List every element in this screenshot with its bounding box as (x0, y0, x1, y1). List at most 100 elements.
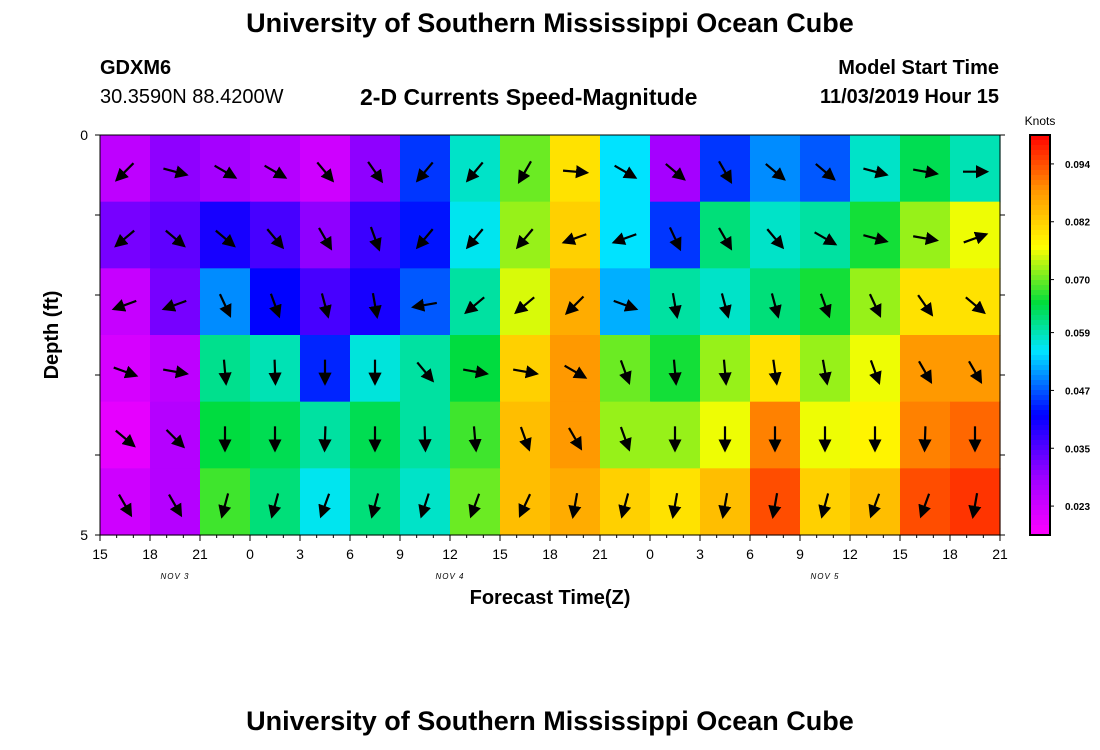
colorbar-band (1030, 410, 1050, 416)
current-arrow (564, 364, 588, 379)
colorbar-band (1030, 465, 1050, 471)
colorbar-band (1030, 320, 1050, 326)
colorbar-band (1030, 145, 1050, 151)
x-tick-label: 21 (992, 546, 1008, 562)
colorbar-frame (1029, 134, 1051, 536)
heatmap-cell (150, 268, 201, 336)
current-arrow (968, 360, 983, 384)
colorbar-band (1030, 490, 1050, 496)
heatmap-cell (150, 135, 201, 203)
heatmap-cell (450, 135, 501, 203)
current-arrow (863, 165, 889, 179)
y-tick-label: 5 (80, 527, 88, 543)
current-arrow (718, 492, 732, 519)
x-tick-label: 18 (942, 546, 958, 562)
current-arrow (561, 232, 587, 245)
colorbar-band (1030, 235, 1050, 241)
colorbar-band (1030, 160, 1050, 166)
current-arrow (465, 161, 484, 183)
current-arrow (668, 492, 682, 519)
current-arrow (162, 365, 189, 379)
colorbar-band (1030, 485, 1050, 491)
current-arrow (815, 163, 836, 181)
current-arrow (268, 493, 282, 519)
current-arrow (318, 426, 332, 453)
current-arrow (462, 365, 489, 379)
model-start-label: Model Start Time (838, 57, 999, 79)
colorbar-band (1030, 220, 1050, 226)
current-arrow (514, 296, 535, 315)
current-arrow (917, 294, 934, 317)
current-arrow (464, 296, 485, 315)
current-arrow (161, 299, 187, 312)
colorbar-band (1030, 285, 1050, 291)
current-arrow (519, 426, 532, 452)
current-arrow (518, 493, 532, 518)
heatmap-cell (500, 401, 551, 469)
main-title: University of Southern Mississippi Ocean… (246, 8, 854, 38)
colorbar-band (1030, 175, 1050, 181)
heatmap-cell (250, 268, 301, 336)
heatmap-cell (950, 201, 1001, 269)
date-label: NOV 5 (810, 572, 839, 581)
heatmap-cell (800, 135, 851, 203)
colorbar-band (1030, 135, 1050, 141)
current-arrow (465, 228, 484, 250)
x-tick-label: 12 (442, 546, 458, 562)
heatmap-cell (500, 201, 551, 269)
colorbar-band (1030, 400, 1050, 406)
current-arrow (668, 292, 682, 319)
current-arrow (415, 161, 434, 183)
heatmap-cell (550, 201, 601, 269)
heatmap-cell (850, 335, 901, 403)
colorbar-band (1030, 505, 1050, 511)
current-arrow (768, 492, 782, 519)
heatmap-cell (550, 401, 601, 469)
current-arrow (118, 494, 133, 518)
x-axis: 15 18 21 0 3 6 9 12 15 18 21 0 3 6 9 12 15 18 21 NOV 3 NOV 4… (92, 535, 1008, 581)
colorbar-band (1030, 205, 1050, 211)
colorbar-band (1030, 375, 1050, 381)
y-tick-label: 0 (80, 127, 88, 143)
current-arrow (614, 164, 638, 179)
current-arrow (215, 229, 236, 248)
current-arrow (515, 228, 534, 250)
station-coordinates: 30.3590N 88.4200W (100, 86, 284, 108)
colorbar-band (1030, 500, 1050, 506)
colorbar-tick-label: 0.035 (1065, 444, 1090, 455)
x-tick-label: 9 (396, 546, 404, 562)
colorbar-unit-label: Knots (1025, 114, 1056, 128)
current-arrow (165, 429, 186, 449)
heatmap-cell (100, 401, 151, 469)
x-tick-label: 6 (746, 546, 754, 562)
current-arrow (818, 359, 832, 386)
current-arrow (918, 426, 932, 453)
heatmap-cell (450, 268, 501, 336)
heatmap-cell (150, 468, 201, 536)
heatmap-cell (250, 135, 301, 203)
colorbar-band (1030, 455, 1050, 461)
heatmap-cell (150, 401, 201, 469)
colorbar-band (1030, 475, 1050, 481)
heatmap-cell (450, 335, 501, 403)
heatmap-cell (150, 335, 201, 403)
current-arrow (611, 232, 637, 245)
heatmap-cell (100, 468, 151, 536)
colorbar-band (1030, 425, 1050, 431)
current-arrow (568, 427, 583, 451)
colorbar-tick-label: 0.023 (1065, 502, 1090, 513)
heatmap-cell (400, 335, 451, 403)
colorbar: Knots 0.094 0.082 0.070 0.059 0.047 0.035 0.023 (1025, 114, 1090, 536)
colorbar-band (1030, 445, 1050, 451)
current-arrow (912, 232, 939, 246)
heatmap-cell (800, 268, 851, 336)
current-arrow (266, 228, 285, 250)
colorbar-band (1030, 290, 1050, 296)
current-arrow (269, 293, 282, 319)
current-arrow (114, 162, 135, 182)
colorbar-band (1030, 305, 1050, 311)
colorbar-band (1030, 325, 1050, 331)
current-arrow (318, 293, 332, 319)
x-tick-label: 0 (246, 546, 254, 562)
x-tick-label: 0 (646, 546, 654, 562)
